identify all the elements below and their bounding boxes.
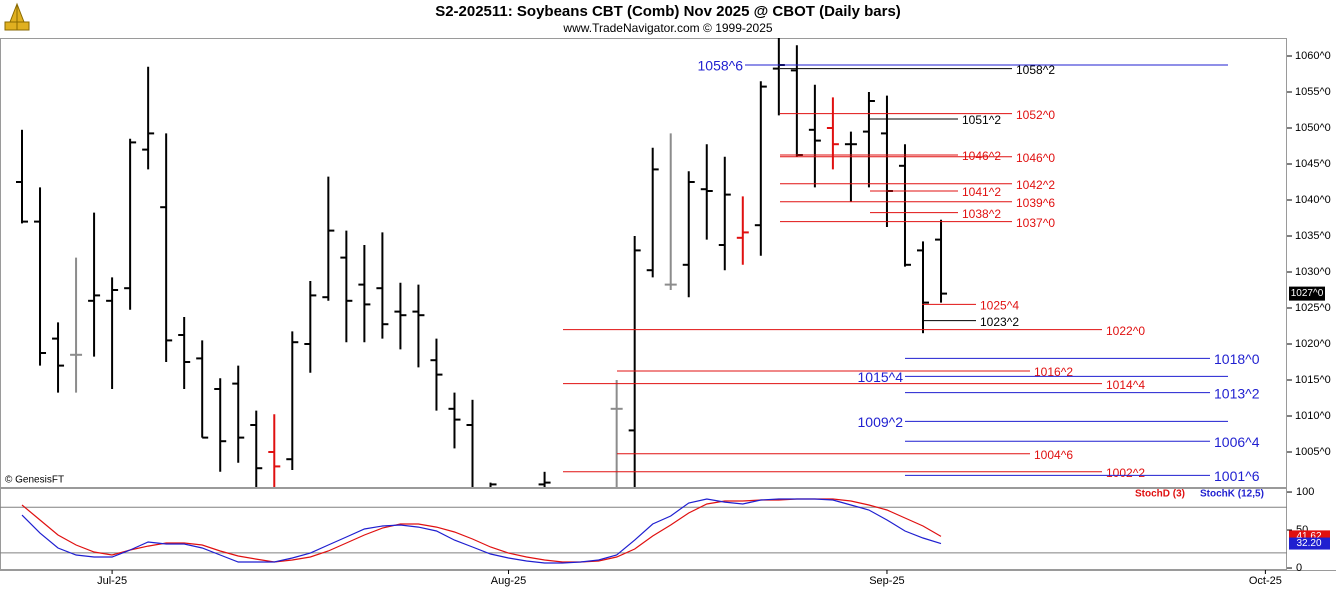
level-label: 1025^4 xyxy=(980,299,1019,313)
y-tick-label: 1010^0 xyxy=(1295,410,1331,422)
logo xyxy=(4,2,30,31)
level-label: 1042^2 xyxy=(1016,178,1055,192)
level-label: 1051^2 xyxy=(962,113,1001,127)
watermark: © GenesisFT xyxy=(5,475,64,486)
y-tick-label: 1015^0 xyxy=(1295,374,1331,386)
y-tick-label: 1025^0 xyxy=(1295,302,1331,314)
level-label: 1004^6 xyxy=(1034,448,1073,462)
price-plot: 1058^6 1058^2 1052^0 1051^2 1046^2 1046^0 1042… xyxy=(16,38,1260,487)
y-tick-label: 1020^0 xyxy=(1295,338,1331,350)
level-label: 1039^6 xyxy=(1016,196,1055,210)
level-label: 1046^2 xyxy=(962,149,1001,163)
price-pane xyxy=(0,38,1287,488)
level-label: 1018^0 xyxy=(1214,351,1260,367)
y-tick-label: 1060^0 xyxy=(1295,50,1331,62)
level-label: 1037^0 xyxy=(1016,216,1055,230)
level-label: 1016^2 xyxy=(1034,365,1073,379)
last-price-label: 1027^0 xyxy=(1291,288,1324,299)
axes: 1005^0 1010^0 1015^0 1020^0 1025^0 1030^0 1035… xyxy=(97,50,1331,587)
x-tick-label: Aug-25 xyxy=(491,575,526,587)
level-label: 1052^0 xyxy=(1016,108,1055,122)
y-tick-label: 1030^0 xyxy=(1295,266,1331,278)
level-label: 1058^2 xyxy=(1016,63,1055,77)
last-price-box xyxy=(1289,286,1325,301)
level-label: 1015^4 xyxy=(858,369,904,385)
stoch-plot xyxy=(0,498,1287,564)
level-label: 1002^2 xyxy=(1106,466,1145,480)
level-label: 1058^6 xyxy=(698,58,744,74)
level-label: 1041^2 xyxy=(962,185,1001,199)
y-tick-label: 0 xyxy=(1296,562,1302,574)
y-tick-label: 1050^0 xyxy=(1295,122,1331,134)
y-tick-label: 1045^0 xyxy=(1295,158,1331,170)
level-label: 1013^2 xyxy=(1214,385,1260,401)
level-label: 1046^0 xyxy=(1016,151,1055,165)
y-tick-label: 100 xyxy=(1296,486,1314,498)
x-tick-label: Sep-25 xyxy=(869,575,904,587)
y-tick-label: 1055^0 xyxy=(1295,86,1331,98)
level-label: 1001^6 xyxy=(1214,468,1260,484)
x-tick-label: Oct-25 xyxy=(1249,575,1282,587)
level-label: 1009^2 xyxy=(858,414,904,430)
value-box xyxy=(1289,537,1330,550)
chart-title: S2-202511: Soybeans CBT (Comb) Nov 2025 … xyxy=(435,3,901,20)
x-tick-label: Jul-25 xyxy=(97,575,127,587)
level-label: 1014^4 xyxy=(1106,378,1145,392)
level-label: 1022^0 xyxy=(1106,324,1145,338)
y-tick-label: 1005^0 xyxy=(1295,446,1331,458)
stoch-line xyxy=(21,498,942,564)
chart-subtitle: www.TradeNavigator.com © 1999-2025 xyxy=(562,21,772,35)
level-label: 1038^2 xyxy=(962,207,1001,221)
y-tick-label: 1035^0 xyxy=(1295,230,1331,242)
value-label: 32.20 xyxy=(1296,538,1321,549)
legend-entry: StochD (3) xyxy=(1135,489,1185,500)
level-label: 1023^2 xyxy=(980,315,1019,329)
stoch-pane xyxy=(0,488,1287,570)
value-label: 41.62 xyxy=(1296,531,1321,542)
legend-entry: StochK (12,5) xyxy=(1200,489,1264,500)
y-tick-label: 1040^0 xyxy=(1295,194,1331,206)
level-label: 1006^4 xyxy=(1214,434,1260,450)
